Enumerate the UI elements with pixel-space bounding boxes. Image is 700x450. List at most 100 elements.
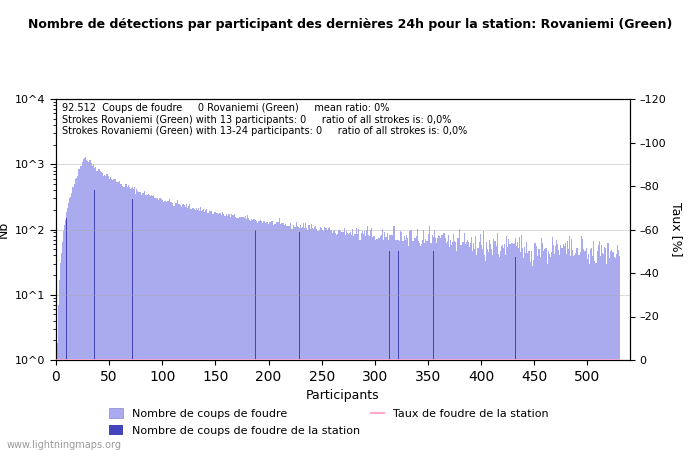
Bar xyxy=(500,251,501,450)
Bar xyxy=(205,210,206,450)
Bar xyxy=(510,243,512,450)
Bar xyxy=(527,253,528,450)
Bar xyxy=(132,199,133,450)
Bar xyxy=(537,256,538,450)
Bar xyxy=(316,229,317,450)
Bar xyxy=(475,236,477,450)
Bar xyxy=(270,222,272,450)
Bar xyxy=(324,227,326,450)
Bar xyxy=(253,219,254,450)
Bar xyxy=(496,233,498,450)
Bar xyxy=(451,244,452,450)
Bar xyxy=(578,256,580,450)
Bar xyxy=(371,229,372,450)
Bar xyxy=(134,188,135,450)
Bar xyxy=(304,228,305,450)
Bar xyxy=(168,201,169,450)
Bar xyxy=(167,201,168,450)
Bar xyxy=(286,225,287,450)
Bar xyxy=(220,213,221,450)
Bar xyxy=(231,215,232,450)
Bar xyxy=(113,179,114,450)
Bar xyxy=(461,242,463,450)
Bar xyxy=(151,195,152,450)
Bar xyxy=(498,257,500,450)
Bar xyxy=(617,245,618,450)
Bar xyxy=(183,204,184,450)
Bar xyxy=(398,251,399,450)
Bar xyxy=(442,234,444,450)
Bar xyxy=(160,198,161,450)
Bar xyxy=(352,229,353,450)
Bar xyxy=(355,234,356,450)
Bar xyxy=(480,234,481,450)
Bar xyxy=(430,243,432,450)
Bar xyxy=(57,305,59,450)
Bar xyxy=(471,237,472,450)
Bar xyxy=(335,234,336,450)
Bar xyxy=(412,241,414,450)
Bar xyxy=(338,230,339,450)
Bar xyxy=(571,238,572,450)
Bar xyxy=(83,159,84,450)
Bar xyxy=(575,253,576,450)
Bar xyxy=(466,242,467,450)
Bar xyxy=(182,203,183,450)
Bar xyxy=(348,234,349,450)
Bar xyxy=(551,252,552,450)
Bar xyxy=(601,245,602,450)
Bar xyxy=(141,193,143,450)
Bar xyxy=(400,231,401,450)
Bar xyxy=(74,184,75,450)
Bar xyxy=(615,258,616,450)
Bar xyxy=(528,251,530,450)
Bar xyxy=(291,229,293,450)
Bar xyxy=(559,255,561,450)
Bar xyxy=(533,260,534,450)
Bar xyxy=(94,168,95,450)
Bar xyxy=(233,215,234,450)
Bar xyxy=(88,162,90,450)
Bar xyxy=(612,252,613,450)
Bar xyxy=(135,194,136,450)
Bar xyxy=(503,248,504,450)
Bar xyxy=(66,218,67,450)
Bar xyxy=(340,231,342,450)
Bar xyxy=(552,237,553,450)
Bar xyxy=(238,218,239,450)
Bar xyxy=(485,261,486,450)
Bar xyxy=(454,241,455,450)
Bar xyxy=(121,184,122,450)
Bar xyxy=(315,226,316,450)
Bar xyxy=(479,242,480,450)
Bar xyxy=(75,180,76,450)
Bar xyxy=(280,224,281,450)
Bar xyxy=(225,214,227,450)
Bar xyxy=(228,214,229,450)
Legend: Nombre de coups de foudre, Nombre de coups de foudre de la station, Taux de foud: Nombre de coups de foudre, Nombre de cou… xyxy=(105,404,553,440)
Bar xyxy=(521,235,522,450)
Bar xyxy=(80,166,81,450)
Bar xyxy=(301,228,302,450)
Bar xyxy=(122,186,123,450)
Bar xyxy=(252,220,253,450)
Bar xyxy=(532,266,533,450)
Bar xyxy=(518,248,519,450)
Bar xyxy=(405,240,406,450)
Bar xyxy=(217,213,218,450)
Bar xyxy=(417,229,418,450)
Bar xyxy=(492,255,493,450)
Bar xyxy=(534,243,535,450)
Bar xyxy=(62,243,63,450)
Bar xyxy=(458,238,459,450)
Bar xyxy=(283,223,284,450)
Bar xyxy=(116,182,117,450)
Bar xyxy=(197,210,198,450)
Bar xyxy=(321,228,322,450)
Bar xyxy=(332,233,333,450)
Bar xyxy=(450,240,451,450)
Bar xyxy=(505,255,506,450)
Bar xyxy=(619,256,620,450)
Bar xyxy=(329,227,330,450)
Bar xyxy=(266,221,267,450)
